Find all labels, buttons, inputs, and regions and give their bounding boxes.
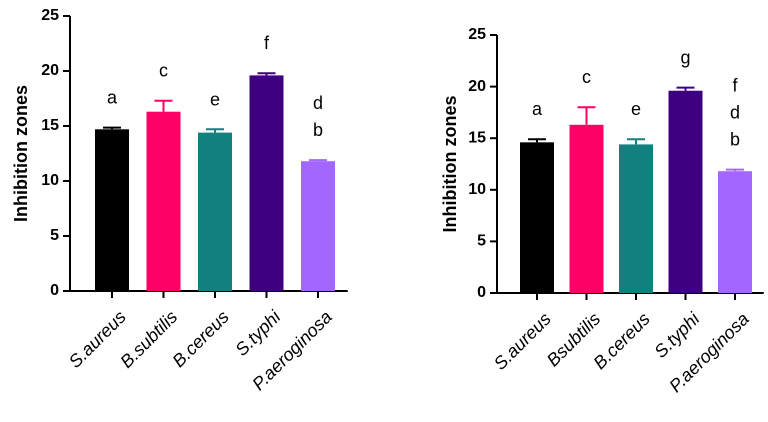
x-tick-label: S.aureus	[490, 309, 555, 374]
y-tick-label: 5	[50, 227, 59, 244]
significance-letter: g	[680, 48, 690, 68]
y-tick-label: 25	[468, 26, 486, 43]
x-tick-label: B.subtilis	[116, 307, 181, 372]
y-tick-label: 0	[477, 284, 486, 301]
bar	[520, 142, 554, 293]
significance-letter: b	[730, 130, 740, 150]
bar	[619, 144, 653, 293]
y-tick-label: 15	[41, 117, 59, 134]
significance-letter: f	[264, 33, 270, 53]
y-tick-label: 20	[41, 62, 59, 79]
significance-letter: a	[107, 88, 118, 108]
significance-letter: f	[732, 76, 738, 96]
y-axis-label: Inhibition zones	[11, 85, 31, 222]
y-axis-label: Inhibition zones	[440, 96, 460, 233]
significance-letter: a	[532, 99, 543, 119]
significance-letter: e	[210, 89, 220, 109]
y-tick-label: 25	[41, 7, 59, 24]
significance-letter: d	[313, 93, 323, 113]
y-tick-label: 10	[468, 181, 486, 198]
bar	[668, 90, 703, 293]
bar	[569, 124, 604, 293]
bar	[249, 75, 284, 292]
bar	[718, 171, 752, 293]
x-tick-label: B.cereus	[168, 307, 232, 371]
y-tick-label: 5	[477, 233, 486, 250]
bar	[95, 129, 129, 291]
y-tick-label: 10	[41, 172, 59, 189]
significance-letter: c	[159, 61, 168, 81]
significance-letter: b	[313, 120, 323, 140]
significance-letter: c	[582, 67, 591, 87]
bar	[301, 161, 335, 291]
significance-letter: e	[631, 99, 641, 119]
y-tick-label: 0	[50, 282, 59, 299]
y-tick-label: 20	[468, 78, 486, 95]
y-tick-label: 15	[468, 129, 486, 146]
bar	[146, 111, 181, 291]
significance-letter: d	[730, 103, 740, 123]
bar	[198, 132, 232, 291]
